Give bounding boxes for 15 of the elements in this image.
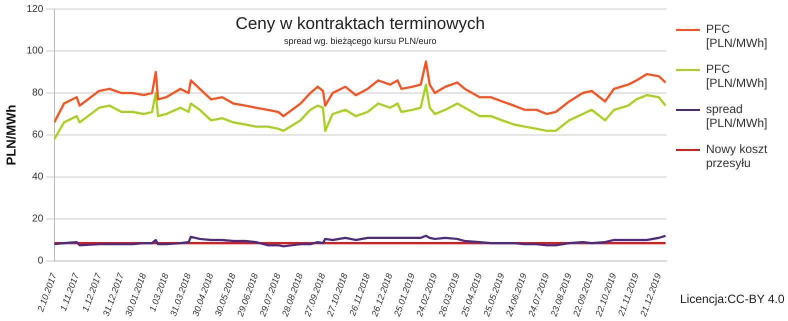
text: Licencja:CC-BY 4.0 bbox=[680, 292, 784, 306]
legend-label: PFC [PLN/MWh] bbox=[706, 62, 768, 90]
y-tick-label: 80 bbox=[32, 88, 44, 99]
legend-label: spread [PLN/MWh] bbox=[706, 102, 768, 130]
text: spread wg. bieżącego kursu PLN/euro bbox=[284, 36, 437, 46]
legend-label: Nowy koszt przesyłu bbox=[706, 142, 768, 170]
y-tick-label: 100 bbox=[26, 46, 44, 57]
y-axis-title: PLN/MWh bbox=[3, 104, 18, 166]
y-tick-label: 20 bbox=[32, 214, 44, 225]
legend-label: PFC [PLN/MWh] bbox=[706, 22, 768, 50]
y-tick-label: 40 bbox=[32, 172, 44, 183]
y-tick-label: 120 bbox=[26, 4, 44, 15]
y-tick-label: 60 bbox=[32, 130, 44, 141]
chart-title: Ceny w kontraktach terminowych bbox=[236, 14, 485, 33]
y-tick-label: 0 bbox=[38, 256, 44, 267]
